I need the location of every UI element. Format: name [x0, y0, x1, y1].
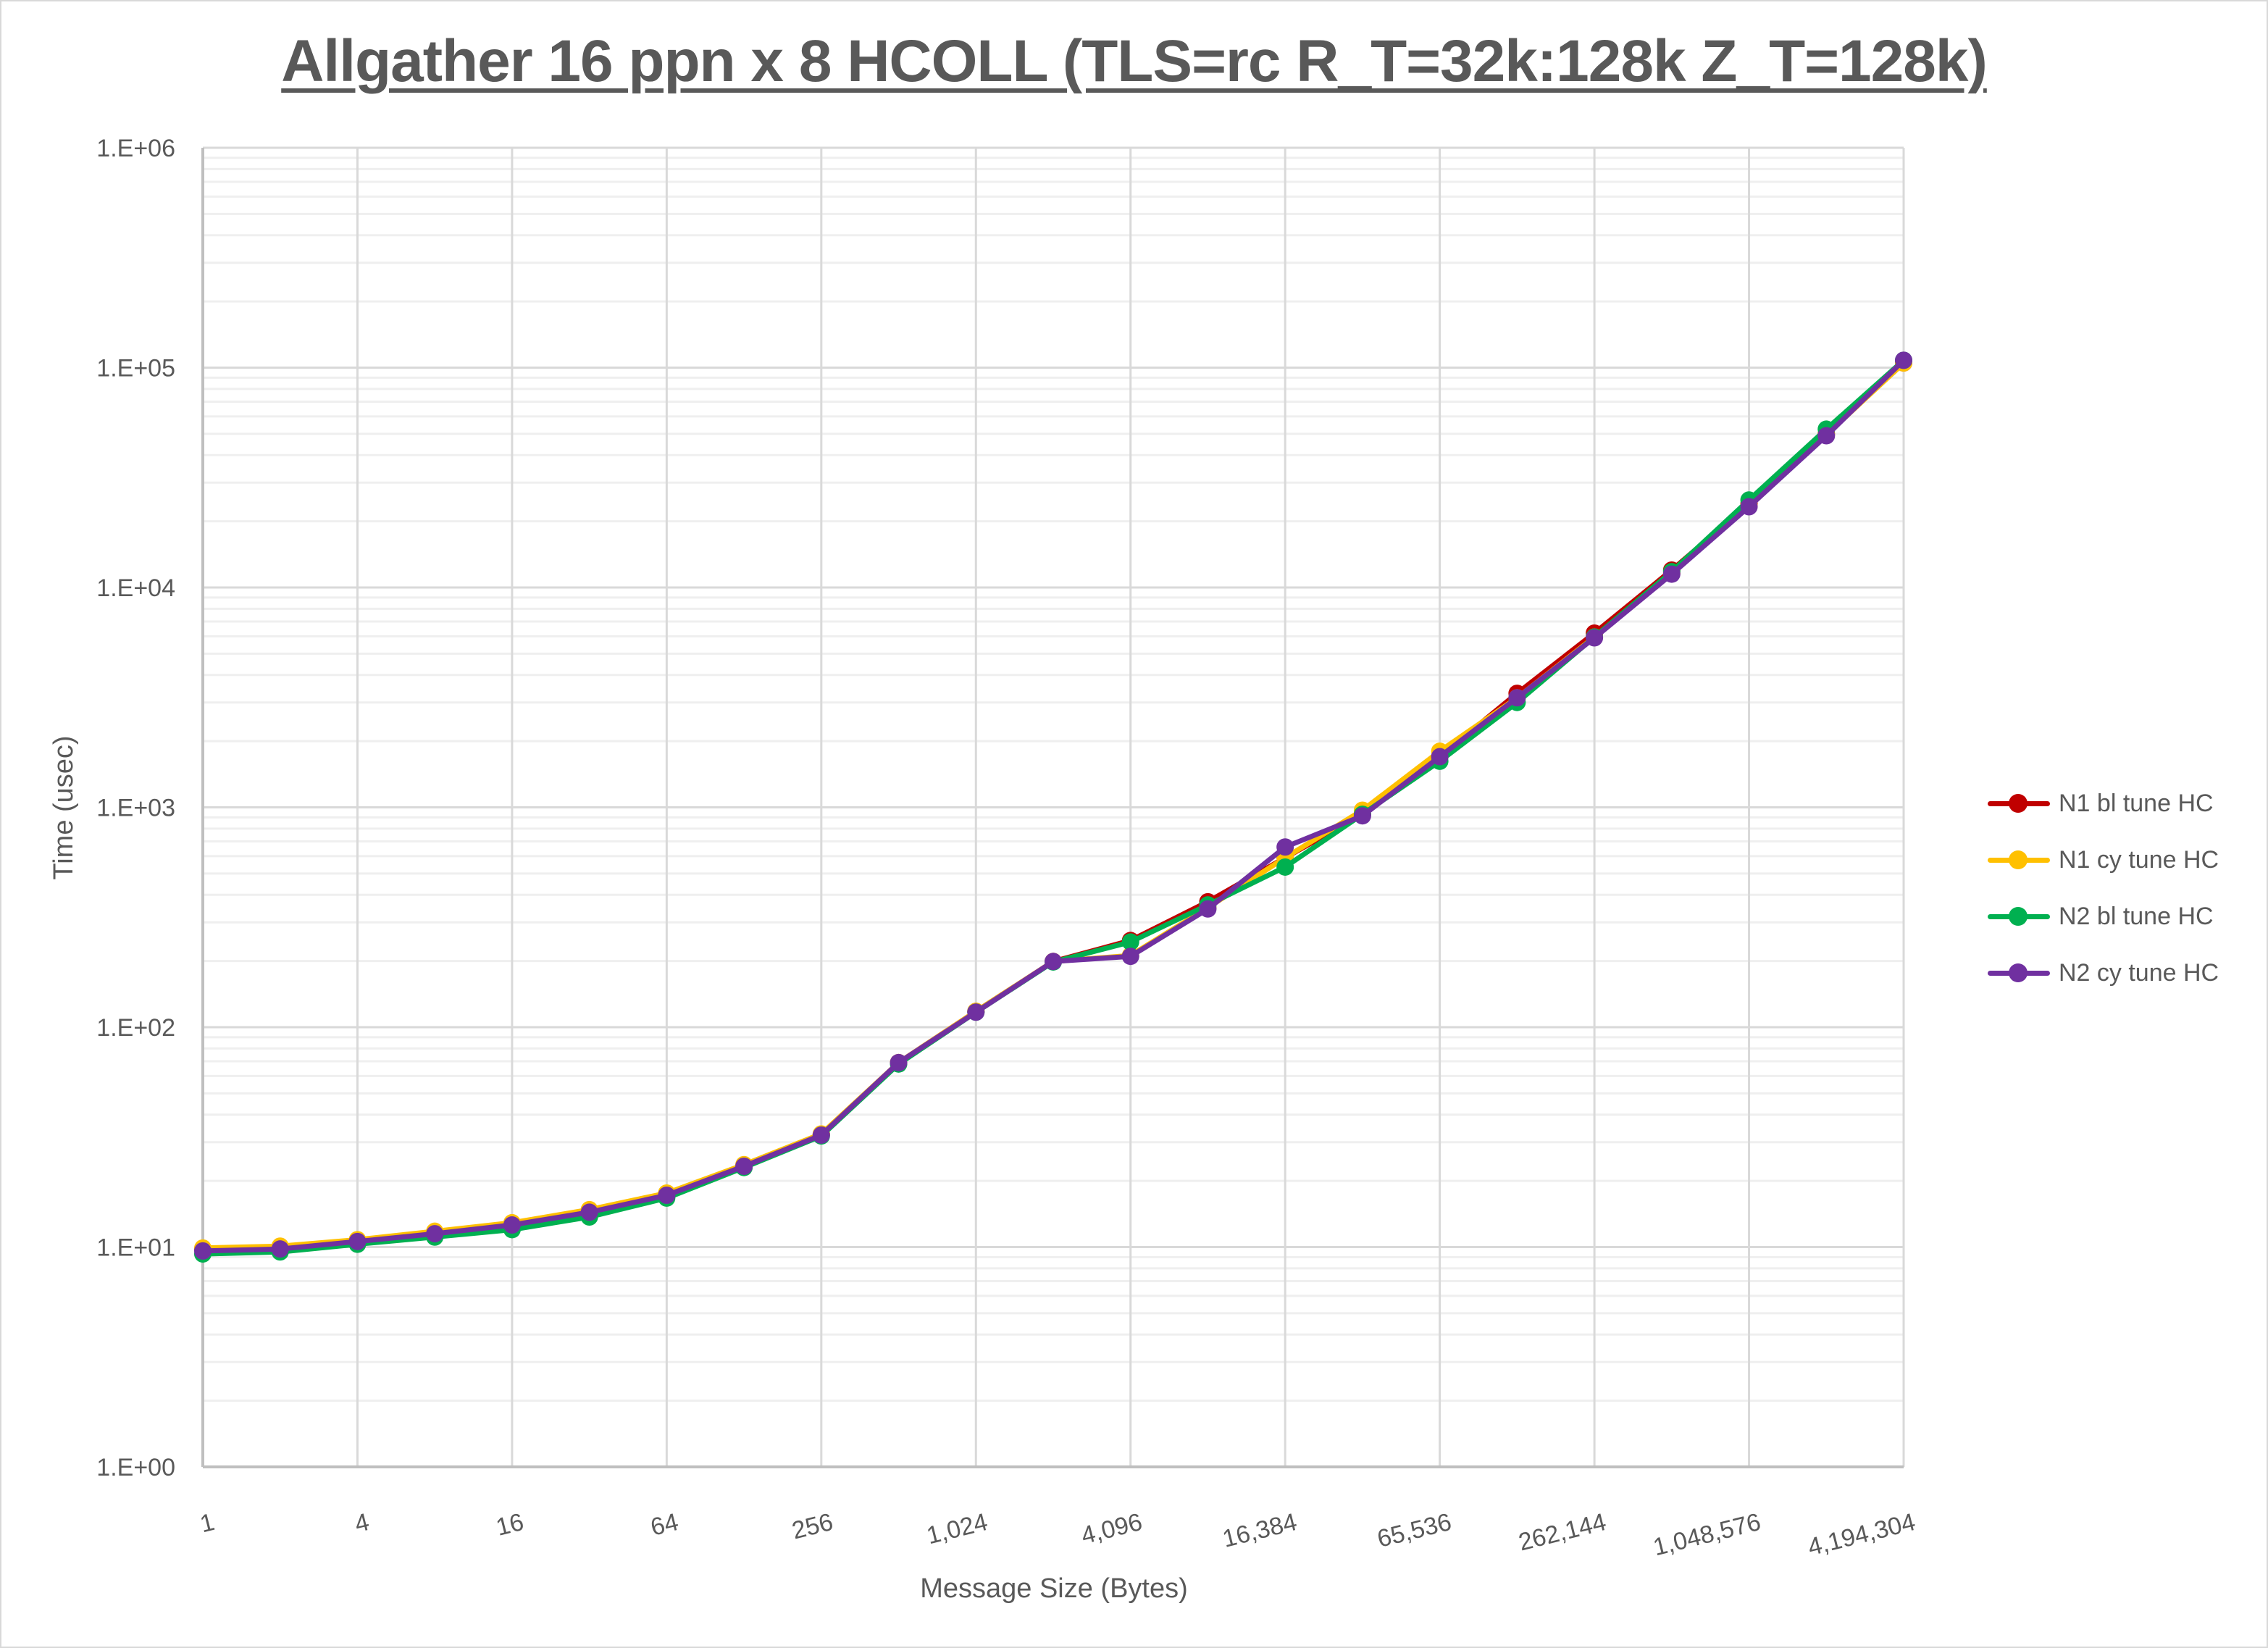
x-tick-label: 64 [648, 1508, 681, 1542]
data-point [658, 1187, 676, 1205]
minor-gridlines [203, 156, 1904, 1402]
x-axis-title: Message Size (Bytes) [920, 1573, 1188, 1604]
data-point [503, 1216, 521, 1234]
data-point [1121, 933, 1139, 951]
legend-item-n2-bl[interactable]: N2 bl tune HC [1985, 888, 2219, 945]
data-point [1586, 629, 1604, 647]
data-point [1508, 689, 1526, 707]
data-series [194, 351, 1912, 1263]
data-point [1353, 807, 1371, 825]
data-point [271, 1240, 289, 1258]
series-marker-icon [1985, 845, 2053, 874]
series-n2-cy-tune-hc [194, 351, 1912, 1260]
legend-label: N2 cy tune HC [2059, 958, 2219, 987]
legend-label: N1 cy tune HC [2059, 845, 2219, 874]
data-point [1121, 948, 1139, 966]
data-point [1431, 748, 1449, 766]
legend-label: N1 bl tune HC [2059, 789, 2214, 817]
chart-title: Allgather 16 ppn x 8 HCOLL (TLS=rc R_T=3… [281, 28, 1988, 94]
y-tick-label: 1.E+01 [96, 1234, 175, 1262]
series-n1-cy-tune-hc [194, 354, 1912, 1257]
x-tick-label: 256 [790, 1508, 836, 1545]
data-point [1276, 838, 1294, 856]
data-point [1740, 498, 1758, 516]
x-tick-label: 4,194,304 [1805, 1508, 1918, 1561]
legend-item-n1-cy[interactable]: N1 cy tune HC [1985, 832, 2219, 888]
data-point [812, 1126, 830, 1144]
y-tick-label: 1.E+00 [96, 1454, 175, 1481]
x-tick-label: 16,384 [1220, 1508, 1300, 1553]
y-tick-label: 1.E+03 [96, 795, 175, 822]
x-tick-label: 65,536 [1374, 1508, 1454, 1553]
data-point [1045, 953, 1062, 971]
data-point [735, 1158, 753, 1176]
y-axis-tick-labels: 1.E+00 1.E+01 1.E+02 1.E+03 1.E+04 1.E+05 1.E+… [96, 135, 175, 1481]
series-marker-icon [1985, 902, 2053, 931]
legend-item-n2-cy[interactable]: N2 cy tune HC [1985, 945, 2219, 1001]
x-tick-label: 4,096 [1079, 1508, 1145, 1549]
x-tick-label: 262,144 [1516, 1508, 1609, 1557]
data-point [580, 1203, 598, 1221]
data-point [967, 1003, 985, 1021]
data-point [1817, 427, 1836, 445]
data-point [194, 1242, 212, 1260]
y-tick-label: 1.E+02 [96, 1014, 175, 1042]
data-point [1895, 351, 1912, 369]
x-tick-label: 1,024 [924, 1508, 990, 1549]
y-tick-label: 1.E+04 [96, 574, 175, 602]
x-tick-label: 1,048,576 [1651, 1508, 1764, 1561]
legend: N1 bl tune HC N1 cy tune HC N2 bl tune H… [1985, 775, 2219, 1001]
legend-item-n1-bl[interactable]: N1 bl tune HC [1985, 775, 2219, 832]
series-marker-icon [1985, 789, 2053, 818]
y-tick-label: 1.E+05 [96, 355, 175, 382]
data-point [1199, 900, 1217, 918]
y-axis-title: Time (usec) [49, 735, 79, 879]
x-tick-label: 4 [352, 1508, 372, 1538]
x-axis-tick-labels: 1 4 16 64 256 1,024 4,096 16,384 65,536 262,144 1,… [197, 1508, 1918, 1561]
data-point [1276, 858, 1294, 876]
legend-label: N2 bl tune HC [2059, 902, 2214, 930]
y-tick-label: 1.E+06 [96, 135, 175, 162]
x-tick-label: 16 [493, 1508, 527, 1542]
x-tick-label: 1 [197, 1508, 217, 1538]
data-point [890, 1053, 908, 1071]
data-point [426, 1225, 444, 1243]
series-marker-icon [1985, 958, 2053, 987]
series-n1-bl-tune-hc [194, 354, 1912, 1258]
data-point [1662, 565, 1681, 583]
data-point [348, 1232, 367, 1250]
